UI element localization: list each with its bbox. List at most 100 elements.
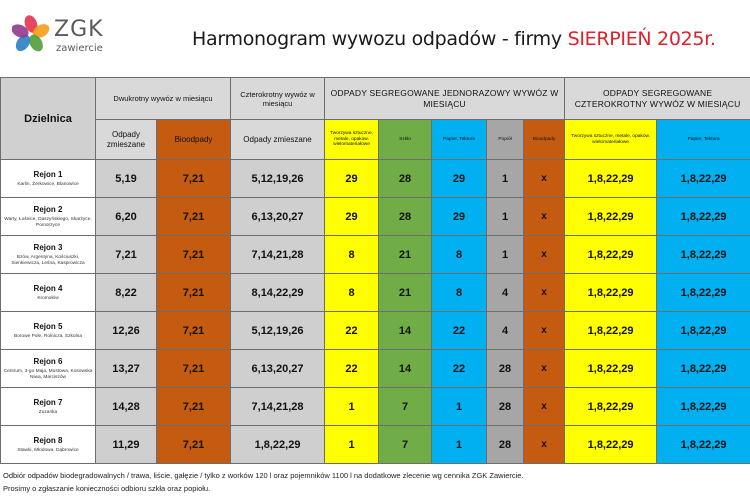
rejon-areas: Zuzanka [38, 409, 58, 415]
header-odpady-zmieszane-4x: Odpady zmieszane [230, 119, 326, 160]
cell-odpady-zmieszane: 8,22 [95, 273, 157, 312]
cell-bioodpady-seg: x [523, 425, 566, 464]
cell-rejon: Rejon 8 Stawki, Młodowa, Dąbrowice [0, 425, 96, 464]
cell-bioodpady: 7,21 [155, 235, 232, 274]
header-dzielnica: Dzielnica [0, 77, 96, 160]
cell-tworzywa: 8 [324, 273, 380, 312]
table-row: Rejon 5 Borowe Pole, Rolnicza, Szkolna 12,… [0, 311, 750, 350]
cell-tworzywa-4x: 1,8,22,29 [564, 235, 658, 274]
cell-odpady-zmieszane-4x: 6,13,20,27 [230, 197, 326, 236]
cell-popiol: 28 [486, 387, 525, 426]
cell-tworzywa: 8 [324, 235, 380, 274]
rejon-name: Rejon 3 [33, 242, 63, 252]
header-czterokrotny: Czterokrotny wywóz w miesiącu [230, 77, 326, 120]
rejon-name: Rejon 8 [33, 435, 63, 445]
cell-rejon: Rejon 4 Kromołów [0, 273, 96, 312]
cell-rejon: Rejon 2 Warty, Łośnice, Daszyńskiego, Ska… [0, 197, 96, 236]
rejon-areas: Borowe Pole, Rolnicza, Szkolna [14, 333, 82, 339]
cell-odpady-zmieszane-4x: 5,12,19,26 [230, 311, 326, 350]
logo-subtitle: zawiercie [56, 43, 103, 54]
cell-szklo: 21 [378, 273, 433, 312]
header-bioodpady: Bioodpady [155, 119, 232, 160]
cell-rejon: Rejon 5 Borowe Pole, Rolnicza, Szkolna [0, 311, 96, 350]
cell-tworzywa-4x: 1,8,22,29 [564, 159, 658, 198]
title-prefix: Harmonogram wywozu odpadów - firmy [192, 28, 568, 50]
cell-odpady-zmieszane: 12,26 [95, 311, 157, 350]
cell-papier-4x: 1,8,22,29 [656, 273, 750, 312]
zgk-flower-icon [12, 15, 50, 52]
cell-popiol: 1 [486, 159, 525, 198]
cell-papier: 22 [431, 349, 488, 388]
cell-odpady-zmieszane-4x: 5,12,19,26 [230, 159, 326, 198]
rejon-name: Rejon 1 [33, 169, 63, 179]
page-title: Harmonogram wywozu odpadów - firmy SIERP… [192, 28, 716, 50]
cell-bioodpady-seg: x [523, 387, 566, 426]
cell-rejon: Rejon 6 Centrum, 3-go Maja, Mostowa, Koso… [0, 349, 96, 388]
cell-tworzywa: 1 [324, 387, 380, 426]
cell-tworzywa-4x: 1,8,22,29 [564, 311, 658, 350]
table-row: Rejon 1 Karlin, Żerkowice, Blanowice 5,19 7… [0, 159, 750, 198]
cell-popiol: 4 [486, 311, 525, 350]
cell-odpady-zmieszane-4x: 7,14,21,28 [230, 387, 326, 426]
header-papier: Papier, Tektura [431, 119, 488, 160]
cell-papier: 22 [431, 311, 488, 350]
cell-bioodpady-seg: x [523, 349, 566, 388]
cell-rejon: Rejon 7 Zuzanka [0, 387, 96, 426]
cell-odpady-zmieszane: 7,21 [95, 235, 157, 274]
rejon-name: Rejon 6 [33, 356, 63, 366]
cell-szklo: 21 [378, 235, 433, 274]
logo-wordmark: ZGK [54, 17, 104, 42]
rejon-areas: Karlin, Żerkowice, Blanowice [17, 181, 79, 187]
cell-papier-4x: 1,8,22,29 [656, 197, 750, 236]
table-row: Rejon 2 Warty, Łośnice, Daszyńskiego, Ska… [0, 197, 750, 236]
cell-popiol: 1 [486, 235, 525, 274]
cell-bioodpady-seg: x [523, 159, 566, 198]
rejon-name: Rejon 4 [33, 283, 63, 293]
cell-tworzywa-4x: 1,8,22,29 [564, 273, 658, 312]
cell-odpady-zmieszane: 13,27 [95, 349, 157, 388]
header-papier-4x: Papier, Tektura [656, 119, 750, 160]
cell-szklo: 14 [378, 311, 433, 350]
header-seg-czterokrotny: ODPADY SEGREGOWANE CZTEROKROTNY WYWÓZ W … [564, 77, 750, 120]
cell-tworzywa-4x: 1,8,22,29 [564, 349, 658, 388]
rejon-areas: Kromołów [37, 295, 59, 301]
cell-szklo: 7 [378, 425, 433, 464]
cell-tworzywa-4x: 1,8,22,29 [564, 197, 658, 236]
cell-odpady-zmieszane: 11,29 [95, 425, 157, 464]
cell-bioodpady: 7,21 [155, 311, 232, 350]
cell-papier-4x: 1,8,22,29 [656, 235, 750, 274]
header-dwukrotny: Dwukrotny wywóz w miesiącu [94, 77, 232, 120]
cell-odpady-zmieszane-4x: 7,14,21,28 [230, 235, 326, 274]
header-odpady-zmieszane: Odpady zmieszane [95, 119, 157, 160]
cell-szklo: 28 [378, 159, 433, 198]
cell-bioodpady-seg: x [523, 197, 566, 236]
cell-papier-4x: 1,8,22,29 [656, 159, 750, 198]
cell-odpady-zmieszane: 14,28 [95, 387, 157, 426]
header-tworzywa-4x: Tworzywa sztuczne, metale, opakow. wielo… [564, 119, 658, 160]
cell-odpady-zmieszane: 5,19 [95, 159, 157, 198]
footer-note-glass: Prosimy o zgłaszanie konieczności odbior… [3, 484, 211, 493]
cell-szklo: 7 [378, 387, 433, 426]
cell-szklo: 28 [378, 197, 433, 236]
rejon-name: Rejon 2 [33, 204, 63, 214]
cell-bioodpady-seg: x [523, 273, 566, 312]
title-month: SIERPIEŃ 2025r. [567, 28, 716, 50]
schedule-table: Dzielnica Dwukrotny wywóz w miesiącu Czt… [0, 77, 750, 464]
cell-papier: 1 [431, 425, 488, 464]
cell-popiol: 4 [486, 273, 525, 312]
rejon-areas: Centrum, 3-go Maja, Mostowa, Kosowska Ni… [3, 368, 93, 380]
header-tworzywa: Tworzywa sztuczne, metale, opakow. wielo… [324, 119, 380, 160]
cell-papier: 8 [431, 273, 488, 312]
table-row: Rejon 6 Centrum, 3-go Maja, Mostowa, Koso… [0, 349, 750, 388]
cell-popiol: 28 [486, 425, 525, 464]
cell-bioodpady-seg: x [523, 235, 566, 274]
cell-odpady-zmieszane-4x: 6,13,20,27 [230, 349, 326, 388]
table-row: Rejon 8 Stawki, Młodowa, Dąbrowice 11,29 7,… [0, 425, 750, 464]
cell-bioodpady: 7,21 [155, 349, 232, 388]
header-popiol: Popiół [486, 119, 525, 160]
cell-papier: 29 [431, 159, 488, 198]
cell-tworzywa: 29 [324, 159, 380, 198]
cell-popiol: 28 [486, 349, 525, 388]
cell-odpady-zmieszane-4x: 1,8,22,29 [230, 425, 326, 464]
cell-bioodpady: 7,21 [155, 425, 232, 464]
